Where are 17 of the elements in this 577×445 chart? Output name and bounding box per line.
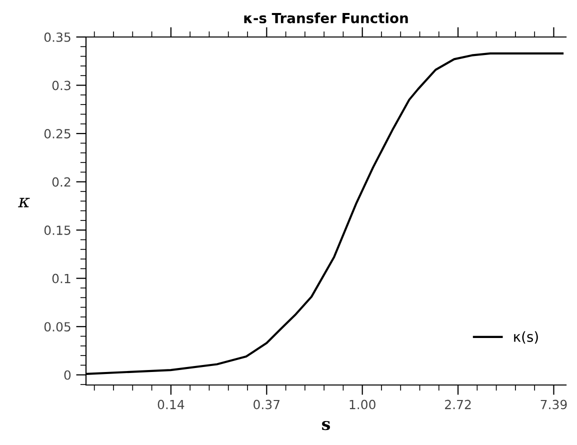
- x-axis-title: s: [322, 421, 330, 430]
- y-tick-label: 0.15: [44, 226, 70, 235]
- y-axis-title: κ: [18, 198, 30, 208]
- y-tick-label: 0.2: [52, 177, 70, 187]
- y-tick-label: 0.25: [44, 129, 70, 138]
- x-tick-label: 2.72: [445, 400, 471, 410]
- chart-title: κ-s Transfer Function: [244, 12, 408, 24]
- x-tick-label: 0.37: [254, 400, 280, 410]
- x-tick-label: 1.00: [350, 400, 376, 410]
- y-tick-label: 0: [64, 370, 71, 380]
- y-tick-label: 0.35: [44, 32, 70, 42]
- x-tick-label: 7.39: [540, 400, 567, 410]
- y-tick-label: 0.3: [52, 80, 70, 90]
- legend-label: κ(s): [514, 331, 538, 344]
- y-tick-label: 0.1: [52, 274, 70, 284]
- y-tick-label: 0.05: [44, 322, 70, 332]
- x-tick-label: 0.14: [158, 400, 184, 410]
